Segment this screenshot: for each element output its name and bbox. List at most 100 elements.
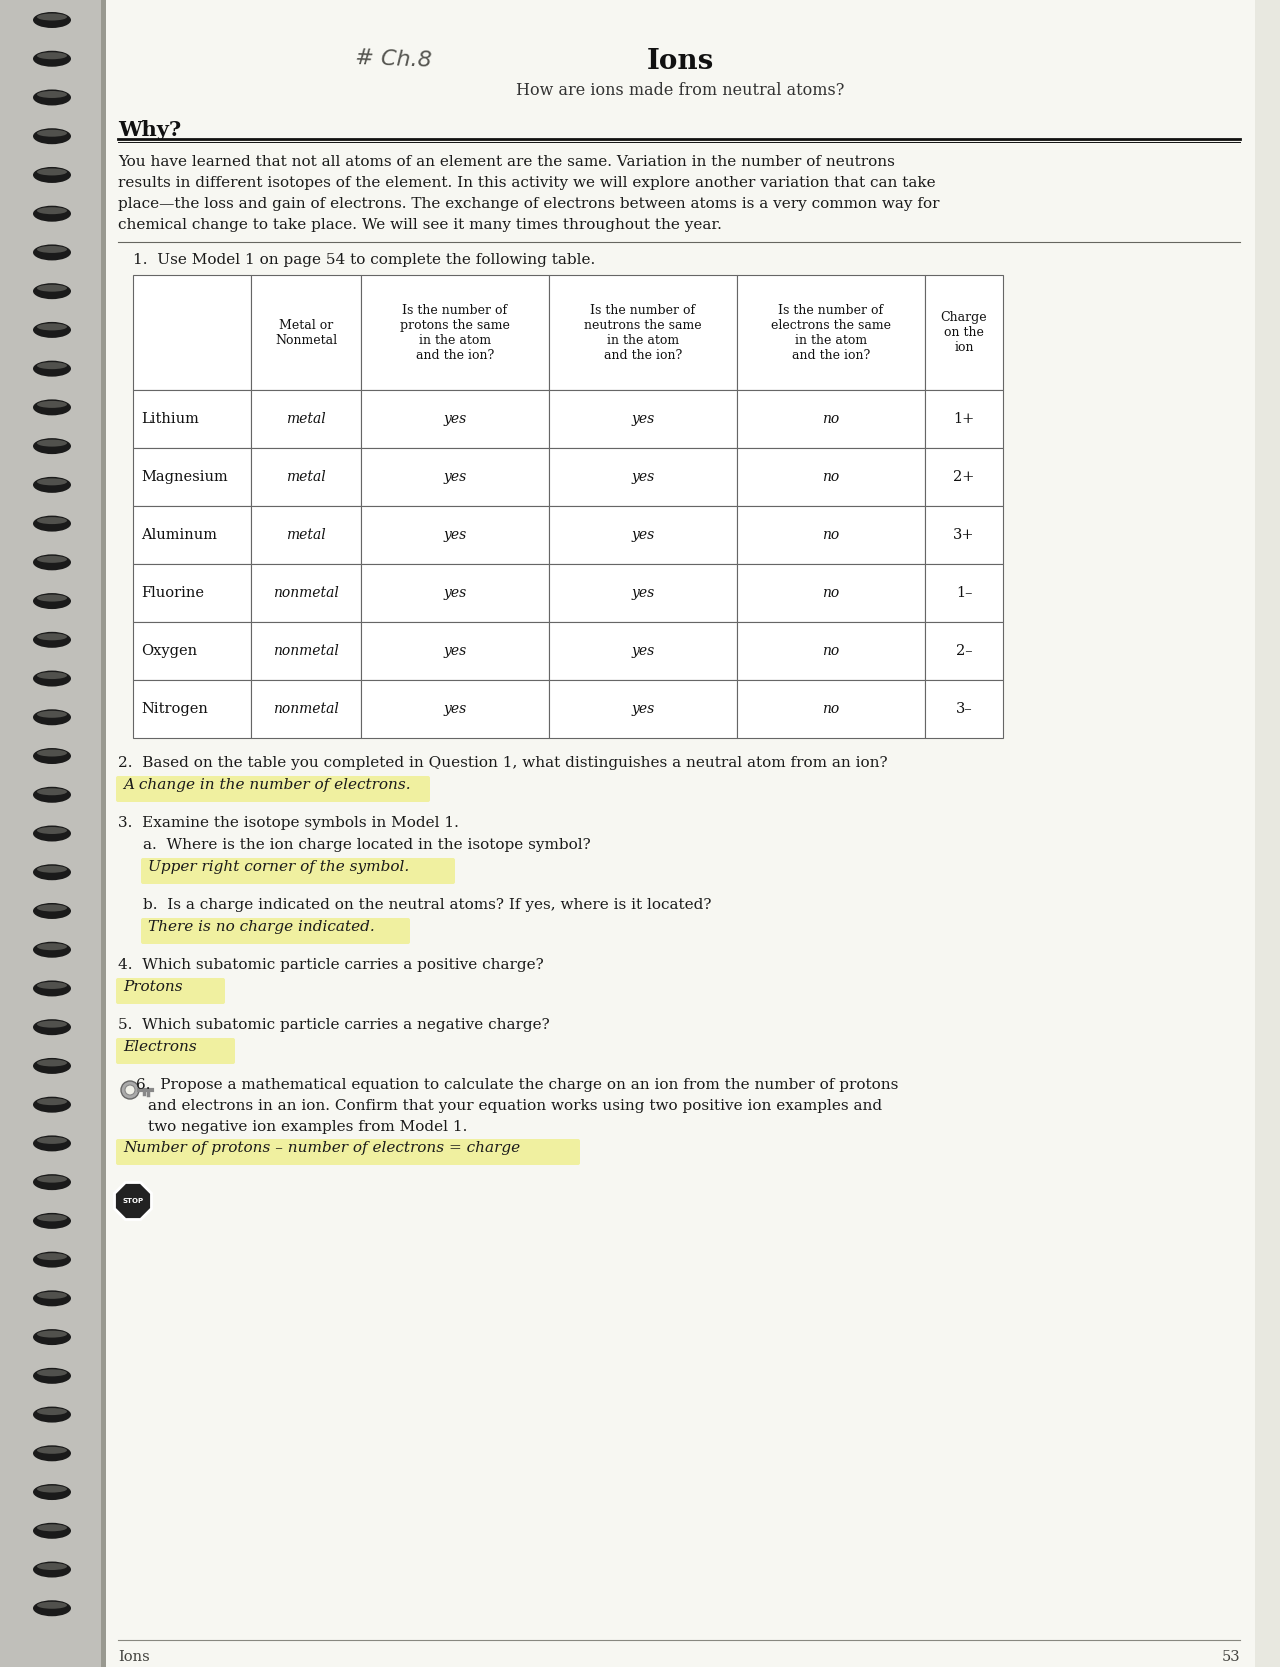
Ellipse shape (33, 128, 70, 145)
FancyBboxPatch shape (567, 512, 719, 558)
FancyBboxPatch shape (256, 687, 356, 732)
Text: no: no (822, 587, 840, 600)
Ellipse shape (37, 788, 67, 795)
Bar (737, 680, 925, 738)
Bar (133, 275, 251, 390)
Text: no: no (822, 412, 840, 427)
FancyBboxPatch shape (379, 687, 531, 732)
Bar (251, 622, 361, 680)
Bar (549, 275, 737, 390)
FancyBboxPatch shape (379, 628, 531, 673)
FancyBboxPatch shape (256, 453, 356, 500)
Text: 4.  Which subatomic particle carries a positive charge?: 4. Which subatomic particle carries a po… (118, 959, 544, 972)
Text: 6.  Propose a mathematical equation to calculate the charge on an ion from the n: 6. Propose a mathematical equation to ca… (136, 1079, 899, 1092)
Bar (925, 622, 1004, 680)
Text: Is the number of
electrons the same
in the atom
and the ion?: Is the number of electrons the same in t… (771, 303, 891, 362)
Bar (133, 507, 251, 563)
FancyBboxPatch shape (379, 453, 531, 500)
Ellipse shape (33, 787, 70, 803)
Text: metal: metal (287, 528, 326, 542)
Bar (925, 507, 1004, 563)
Bar (549, 390, 737, 448)
Text: 2+: 2+ (954, 470, 974, 483)
Ellipse shape (33, 50, 70, 67)
Ellipse shape (37, 478, 67, 485)
Text: Is the number of
neutrons the same
in the atom
and the ion?: Is the number of neutrons the same in th… (584, 303, 701, 362)
Ellipse shape (33, 942, 70, 959)
FancyBboxPatch shape (567, 570, 719, 617)
FancyBboxPatch shape (755, 397, 908, 442)
Ellipse shape (37, 1564, 67, 1570)
Ellipse shape (37, 13, 67, 20)
Ellipse shape (33, 1252, 70, 1267)
Bar (549, 622, 737, 680)
Ellipse shape (33, 1059, 70, 1074)
Ellipse shape (37, 710, 67, 718)
Ellipse shape (33, 360, 70, 377)
Text: yes: yes (443, 528, 467, 542)
Ellipse shape (37, 1099, 67, 1105)
Bar (133, 563, 251, 622)
Ellipse shape (33, 322, 70, 338)
Text: 2.  Based on the table you completed in Question 1, what distinguishes a neutral: 2. Based on the table you completed in Q… (118, 757, 887, 770)
Ellipse shape (33, 1445, 70, 1462)
Bar (361, 275, 549, 390)
Ellipse shape (33, 1290, 70, 1307)
Ellipse shape (33, 1562, 70, 1577)
Bar (361, 448, 549, 507)
Text: metal: metal (287, 412, 326, 427)
Text: metal: metal (287, 470, 326, 483)
Text: How are ions made from neutral atoms?: How are ions made from neutral atoms? (516, 82, 845, 98)
Bar (251, 448, 361, 507)
Ellipse shape (33, 708, 70, 725)
FancyBboxPatch shape (379, 397, 531, 442)
Text: Upper right corner of the symbol.: Upper right corner of the symbol. (148, 860, 410, 874)
Text: a.  Where is the ion charge located in the isotope symbol?: a. Where is the ion charge located in th… (143, 839, 591, 852)
Text: yes: yes (443, 412, 467, 427)
Ellipse shape (33, 1407, 70, 1422)
Bar (549, 507, 737, 563)
Text: 3.  Examine the isotope symbols in Model 1.: 3. Examine the isotope symbols in Model … (118, 817, 458, 830)
Text: Is the number of
protons the same
in the atom
and the ion?: Is the number of protons the same in the… (401, 303, 509, 362)
Ellipse shape (37, 323, 67, 330)
Text: Metal or
Nonmetal: Metal or Nonmetal (275, 318, 337, 347)
Ellipse shape (33, 593, 70, 608)
Ellipse shape (37, 865, 67, 874)
Text: 1+: 1+ (954, 412, 974, 427)
Ellipse shape (37, 362, 67, 368)
Ellipse shape (33, 283, 70, 298)
Text: nonmetal: nonmetal (273, 587, 339, 600)
Ellipse shape (37, 517, 67, 523)
Text: yes: yes (631, 470, 654, 483)
Bar (361, 680, 549, 738)
FancyBboxPatch shape (567, 397, 719, 442)
Ellipse shape (37, 944, 67, 950)
Ellipse shape (37, 1175, 67, 1182)
Text: STOP: STOP (123, 1199, 143, 1204)
Text: yes: yes (443, 587, 467, 600)
Text: two negative ion examples from Model 1.: two negative ion examples from Model 1. (148, 1120, 467, 1134)
Ellipse shape (33, 1522, 70, 1539)
Ellipse shape (33, 1097, 70, 1112)
Ellipse shape (37, 555, 67, 563)
Ellipse shape (33, 555, 70, 570)
Bar (925, 680, 1004, 738)
Ellipse shape (33, 167, 70, 183)
Ellipse shape (37, 285, 67, 292)
Text: 2–: 2– (956, 643, 973, 658)
Text: no: no (822, 528, 840, 542)
Ellipse shape (33, 1019, 70, 1035)
Text: Charge
on the
ion: Charge on the ion (941, 312, 987, 353)
Text: Ions: Ions (646, 48, 714, 75)
Ellipse shape (37, 207, 67, 213)
Text: yes: yes (443, 643, 467, 658)
Text: no: no (822, 702, 840, 717)
Ellipse shape (37, 1524, 67, 1532)
Text: Lithium: Lithium (141, 412, 198, 427)
Text: 53: 53 (1221, 1650, 1240, 1664)
Bar (251, 563, 361, 622)
Bar (737, 275, 925, 390)
Text: Protons: Protons (123, 980, 183, 994)
Text: nonmetal: nonmetal (273, 702, 339, 717)
Ellipse shape (33, 90, 70, 105)
